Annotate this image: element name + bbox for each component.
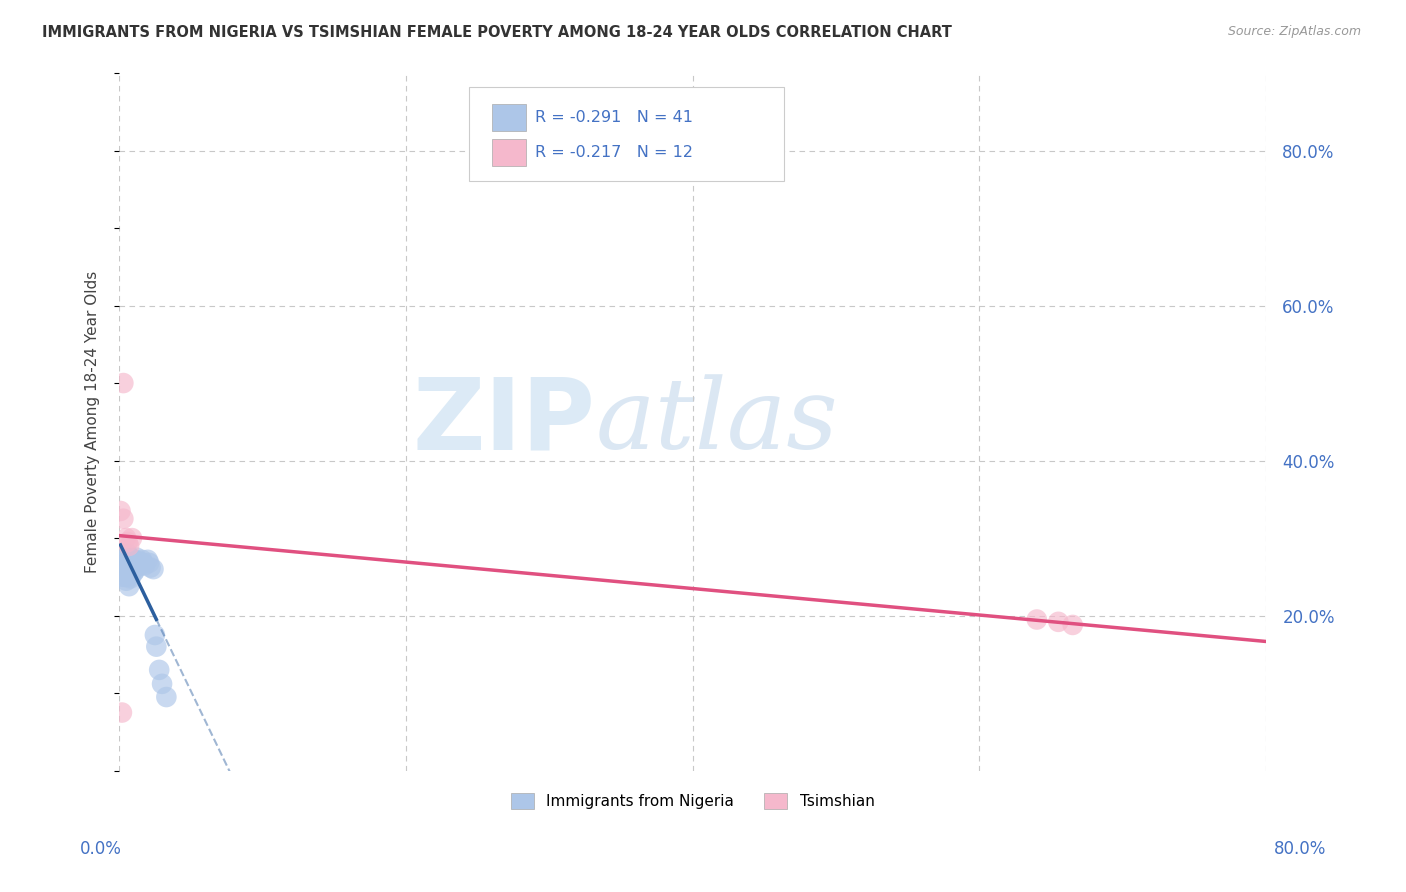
Point xyxy=(118,562,141,576)
Point xyxy=(129,558,152,573)
Point xyxy=(124,564,146,578)
Point xyxy=(124,553,146,567)
Point xyxy=(117,535,139,549)
Text: 80.0%: 80.0% xyxy=(1274,840,1327,858)
Point xyxy=(138,556,160,570)
Point xyxy=(127,556,149,570)
Point xyxy=(121,531,143,545)
Point xyxy=(118,539,141,553)
Point xyxy=(111,554,134,568)
Point xyxy=(128,554,150,568)
Point xyxy=(115,562,138,576)
Point xyxy=(112,570,135,584)
Point xyxy=(125,550,148,565)
Point xyxy=(134,558,156,573)
Point xyxy=(1047,615,1070,629)
Text: R = -0.291   N = 41: R = -0.291 N = 41 xyxy=(536,110,693,125)
Point xyxy=(117,566,139,580)
Point xyxy=(136,553,159,567)
FancyBboxPatch shape xyxy=(492,104,526,131)
Text: IMMIGRANTS FROM NIGERIA VS TSIMSHIAN FEMALE POVERTY AMONG 18-24 YEAR OLDS CORREL: IMMIGRANTS FROM NIGERIA VS TSIMSHIAN FEM… xyxy=(42,25,952,40)
Text: R = -0.217   N = 12: R = -0.217 N = 12 xyxy=(536,145,693,160)
Point xyxy=(122,566,145,580)
Point xyxy=(115,550,138,565)
Point xyxy=(150,677,173,691)
FancyBboxPatch shape xyxy=(492,139,526,166)
Text: atlas: atlas xyxy=(595,374,838,469)
Text: 0.0%: 0.0% xyxy=(80,840,122,858)
Text: Source: ZipAtlas.com: Source: ZipAtlas.com xyxy=(1227,25,1361,38)
Point xyxy=(120,571,142,585)
Point xyxy=(115,531,138,545)
Point xyxy=(117,556,139,570)
Point xyxy=(112,512,135,526)
Point xyxy=(142,562,165,576)
Point xyxy=(155,690,177,704)
Point xyxy=(120,560,142,574)
Point xyxy=(118,570,141,584)
Point xyxy=(118,579,141,593)
Point xyxy=(114,558,136,573)
Point xyxy=(1025,613,1047,627)
FancyBboxPatch shape xyxy=(470,87,785,181)
Point xyxy=(117,547,139,561)
Point xyxy=(118,553,141,567)
Point xyxy=(110,504,132,518)
Text: ZIP: ZIP xyxy=(412,374,595,470)
Point xyxy=(125,560,148,574)
Point xyxy=(120,550,142,565)
Point xyxy=(139,560,162,574)
Point xyxy=(145,640,167,654)
Y-axis label: Female Poverty Among 18-24 Year Olds: Female Poverty Among 18-24 Year Olds xyxy=(86,270,100,573)
Point xyxy=(114,570,136,584)
Point xyxy=(132,556,155,570)
Point xyxy=(131,553,153,567)
Point xyxy=(121,564,143,578)
Point xyxy=(111,706,134,720)
Point xyxy=(122,556,145,570)
Point xyxy=(148,663,170,677)
Legend: Immigrants from Nigeria, Tsimshian: Immigrants from Nigeria, Tsimshian xyxy=(505,787,880,815)
Point xyxy=(143,628,166,642)
Point xyxy=(112,376,135,390)
Point xyxy=(121,554,143,568)
Point xyxy=(115,574,138,588)
Point xyxy=(1062,618,1084,632)
Point xyxy=(112,558,135,573)
